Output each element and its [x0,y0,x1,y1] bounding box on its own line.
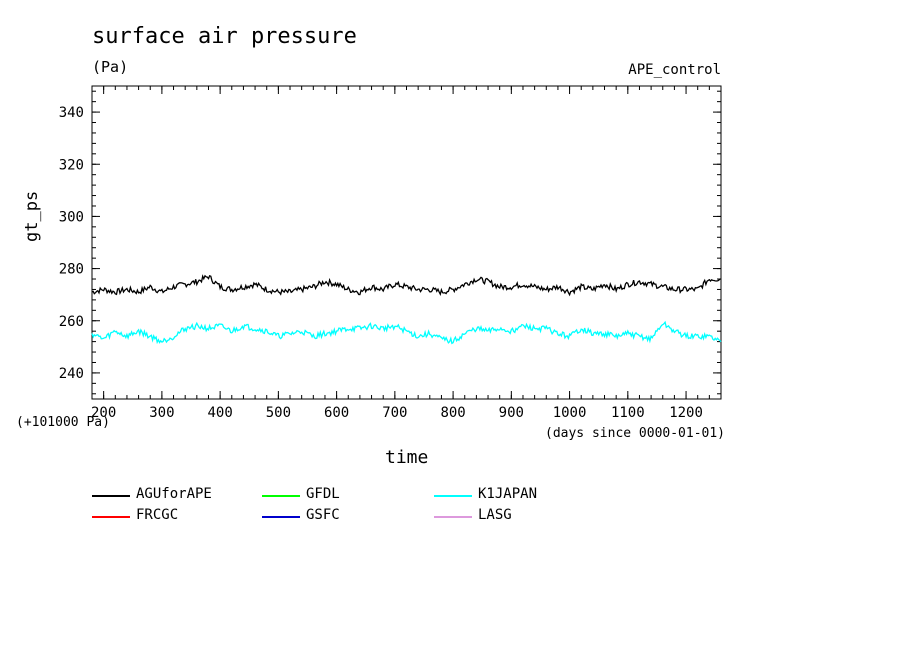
series-line-aguforape [91,274,722,297]
legend-label: LASG [478,507,512,523]
legend-label: K1JAPAN [478,486,538,502]
plot-frame [91,85,722,400]
y-tick-label: 280 [59,262,84,278]
x-tick-label: 200 [91,405,116,421]
x-units-label: (days since 0000-01-01) [545,426,726,441]
x-tick-label: 1200 [669,405,703,421]
x-tick-label: 800 [440,405,465,421]
x-tick-label: 300 [149,405,174,421]
series-line-k1japan [91,320,722,345]
y-tick-label: 320 [59,157,84,173]
legend-swatch [92,495,130,497]
x-tick-label: 1000 [553,405,587,421]
legend-swatch [262,516,300,518]
x-tick-label: 1100 [611,405,645,421]
chart-title: surface air pressure [92,24,357,49]
legend-label: GSFC [306,507,340,523]
x-tick-label: 500 [266,405,291,421]
y-tick-label: 340 [59,105,84,121]
y-tick-label: 240 [59,366,84,382]
x-tick-label: 600 [324,405,349,421]
legend-swatch [92,516,130,518]
x-tick-label: 700 [382,405,407,421]
legend-label: GFDL [306,486,340,502]
chart-units: (Pa) [92,58,129,76]
experiment-label: APE_control [628,62,721,78]
legend-label: AGUforAPE [136,486,212,502]
y-tick-label: 300 [59,209,84,225]
x-axis-label: time [385,447,429,468]
x-tick-label: 400 [207,405,232,421]
y-tick-label: 260 [59,314,84,330]
legend-swatch [434,495,472,497]
legend-swatch [262,495,300,497]
legend-swatch [434,516,472,518]
legend-label: FRCGC [136,507,179,523]
y-offset-label: (+101000 Pa) [16,415,110,430]
x-tick-label: 900 [499,405,524,421]
